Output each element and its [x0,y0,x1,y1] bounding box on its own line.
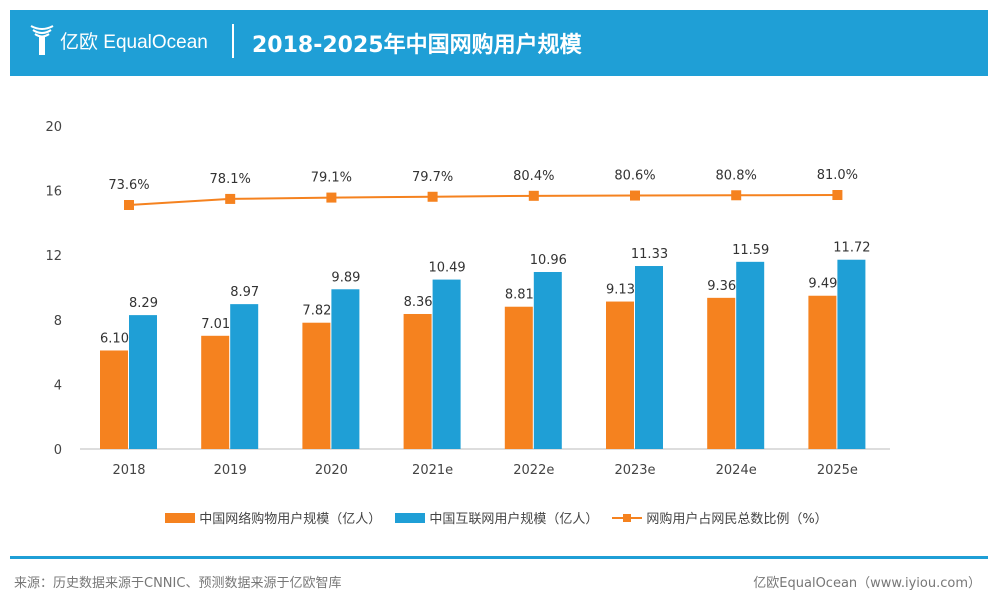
y-tick-label: 4 [54,378,62,393]
bar [403,313,432,449]
logo: 亿欧 EqualOcean [30,24,208,56]
data-label: 9.13 [606,283,635,298]
line-point [326,192,337,203]
bar [201,335,230,449]
bar [432,279,461,449]
bar [504,306,533,449]
data-label: 8.29 [129,296,158,311]
line-data-label: 80.6% [614,169,655,184]
bar [635,266,663,449]
line-point [832,190,843,201]
x-tick-label: 2024e [716,463,757,478]
data-label: 11.72 [833,241,870,256]
chart: 0 4 8 12 16 20 2018 6.10 8.29 2019 7.01 8.97 2020 7.8… [45,120,890,478]
data-label: 8.97 [230,285,259,300]
legend-item-internet-users: 中国互联网用户规模（亿人） [395,508,598,527]
line-point [528,190,539,201]
line-data-label: 80.8% [716,168,757,183]
ratio-line [128,194,838,206]
bar [606,301,634,449]
bar [707,297,736,449]
x-tick-label: 2018 [112,463,145,478]
page-title: 2018-2025年中国网购用户规模 [252,33,582,58]
x-tick-label: 2020 [315,463,348,478]
line-point [124,200,134,210]
line-point [427,191,438,202]
legend-swatch [165,512,196,523]
bar [533,271,562,449]
line-point [225,193,236,204]
bar [808,295,837,449]
line-point [630,190,640,201]
data-label: 9.36 [707,279,736,294]
logo-text: 亿欧 EqualOcean [60,31,208,53]
data-label: 8.81 [505,288,534,303]
data-label: 9.49 [808,277,837,292]
legend: 中国网络购物用户规模（亿人） 中国互联网用户规模（亿人） 网购用户占网民总数比例… [0,508,993,527]
bar [129,315,157,449]
x-tick-label: 2021e [412,463,453,478]
line-data-label: 79.7% [412,170,453,185]
y-tick-label: 8 [54,314,62,329]
bar [302,322,331,449]
x-tick-label: 2022e [513,463,554,478]
bar [230,304,259,449]
header: 亿欧 EqualOcean 2018-2025年中国网购用户规模 [10,10,988,76]
data-label: 7.01 [201,317,230,332]
line-data-label: 73.6% [108,178,149,193]
source-note: 来源：历史数据来源于CNNIC、预测数据来源于亿欧智库 [14,576,342,591]
line-data-label: 79.1% [311,171,352,186]
data-label: 10.49 [428,261,465,276]
bar [837,259,866,449]
y-tick-label: 12 [45,249,62,264]
line-point [731,190,742,201]
legend-label: 网购用户占网民总数比例（%） [646,512,828,527]
legend-item-online-shoppers: 中国网络购物用户规模（亿人） [165,508,381,527]
line-data-label: 78.1% [210,172,251,187]
x-tick-label: 2023e [614,463,655,478]
legend-label: 中国互联网用户规模（亿人） [429,512,599,527]
bar [331,289,360,449]
credit-note: 亿欧EqualOcean（www.iyiou.com） [753,576,981,591]
x-tick-label: 2019 [214,463,247,478]
data-label: 9.89 [331,270,360,285]
bar [736,261,765,449]
y-tick-label: 20 [45,120,62,135]
logo-icon [30,25,54,55]
data-label: 7.82 [302,304,331,319]
bar [100,350,128,449]
legend-item-ratio: 网购用户占网民总数比例（%） [612,508,828,527]
line-data-label: 81.0% [817,168,858,183]
data-label: 8.36 [404,295,433,310]
y-tick-label: 0 [54,443,62,458]
legend-swatch [395,512,426,523]
legend-line-marker [612,513,643,522]
data-label: 6.10 [100,331,129,346]
line-data-label: 80.4% [513,169,554,184]
data-label: 11.33 [631,247,668,262]
data-label: 11.59 [732,243,769,258]
footer-rule [10,556,988,559]
legend-label: 中国网络购物用户规模（亿人） [199,512,382,527]
divider [232,24,234,58]
x-tick-label: 2025e [817,463,858,478]
y-tick-label: 16 [45,185,62,200]
data-label: 10.96 [530,253,567,268]
